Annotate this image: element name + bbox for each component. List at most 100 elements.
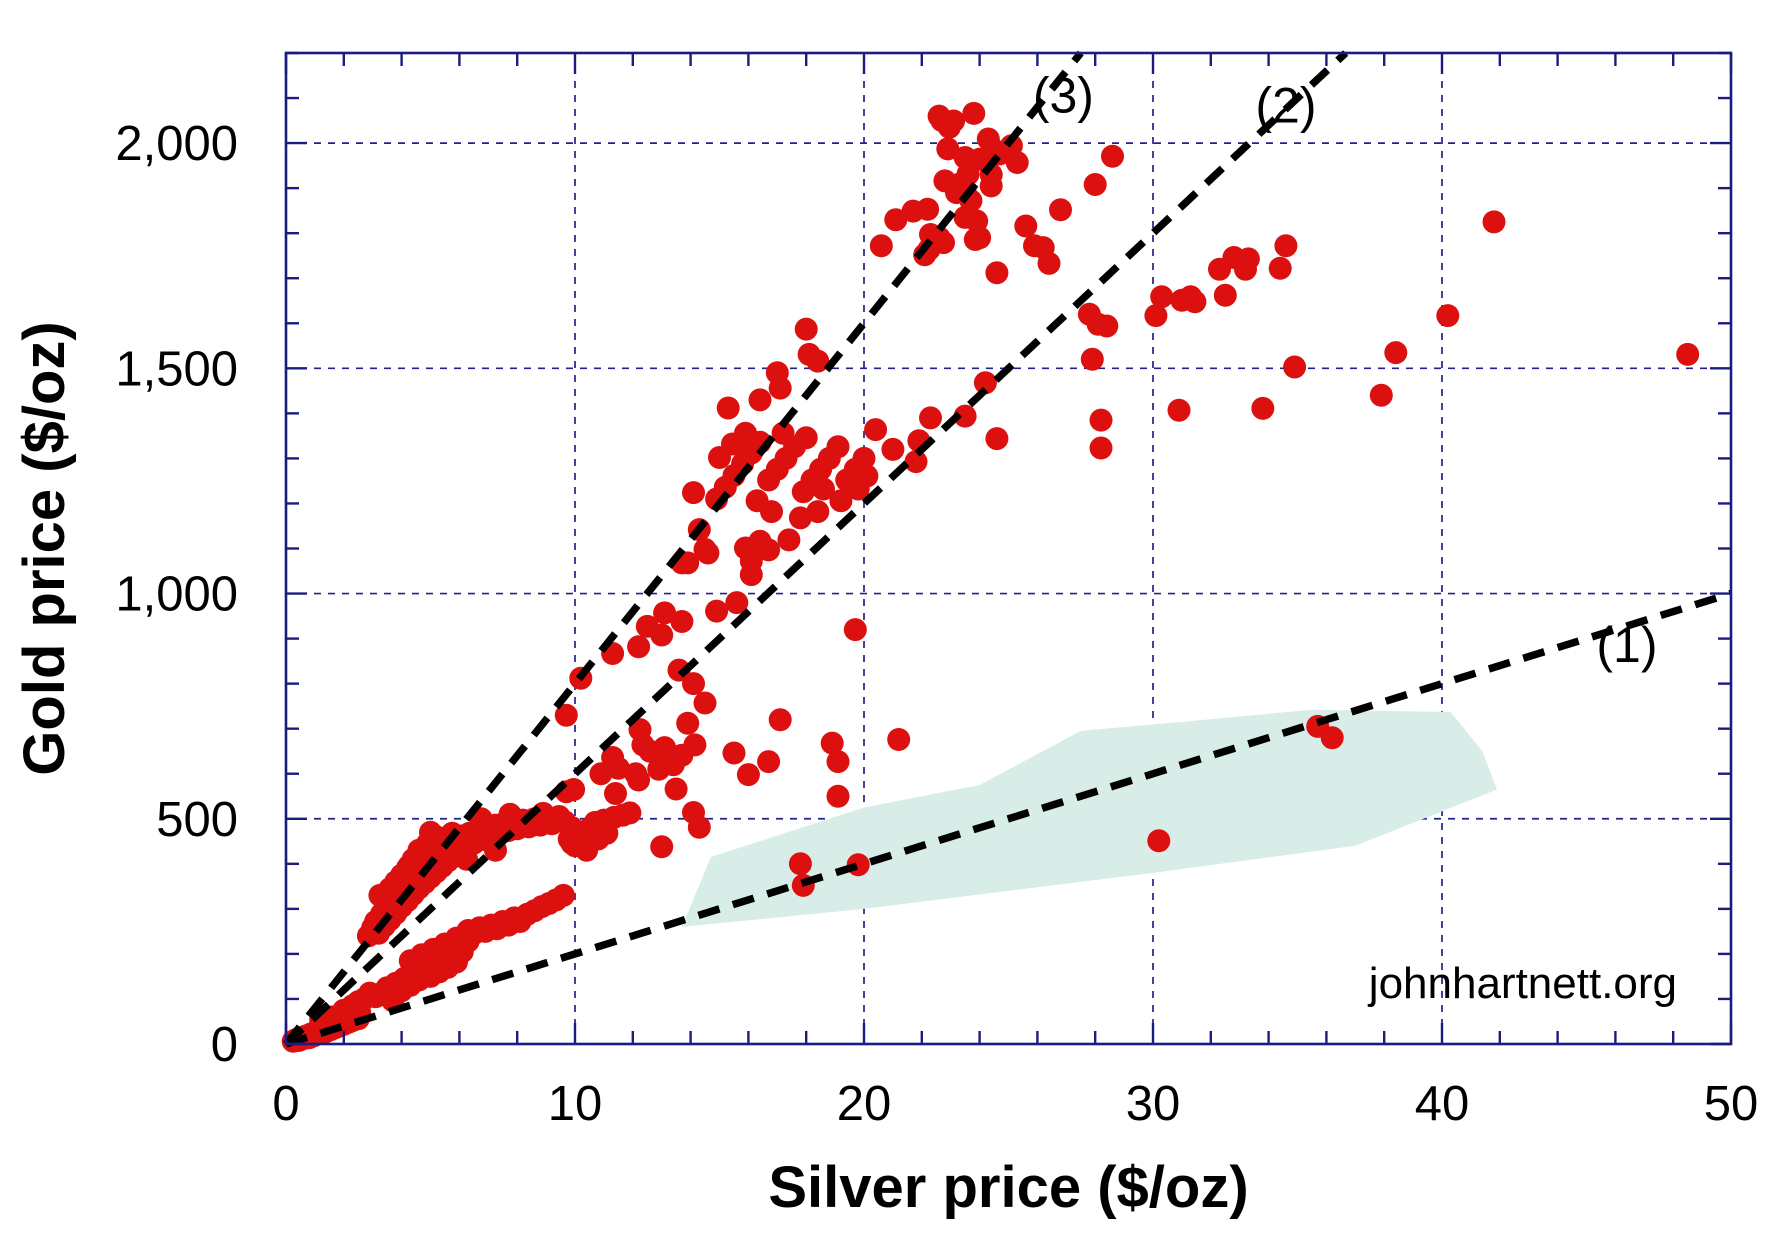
data-point <box>1436 304 1460 328</box>
data-point <box>736 763 760 787</box>
data-point <box>682 672 705 696</box>
data-point <box>372 883 396 907</box>
data-point <box>725 591 749 615</box>
data-point <box>748 388 772 412</box>
data-point <box>1150 285 1174 309</box>
y-tick-label: 500 <box>156 793 238 847</box>
data-point <box>1384 341 1408 365</box>
data-point <box>916 197 940 221</box>
data-point <box>881 437 905 461</box>
data-point <box>1676 342 1700 366</box>
data-point <box>734 421 757 445</box>
data-point <box>1080 347 1104 371</box>
y-tick-label: 1,500 <box>115 342 238 396</box>
x-tick-label: 10 <box>548 1077 603 1131</box>
data-point <box>676 711 700 735</box>
data-point <box>551 883 575 907</box>
data-point <box>806 349 830 373</box>
data-point <box>1369 383 1393 407</box>
data-point <box>1089 408 1113 432</box>
data-point <box>650 835 674 859</box>
ratio-line-label: (1) <box>1596 617 1657 673</box>
y-tick-label: 0 <box>211 1018 238 1072</box>
data-point <box>693 691 717 715</box>
x-tick-label: 50 <box>1704 1077 1759 1131</box>
data-point <box>829 489 853 513</box>
data-point <box>1482 210 1506 234</box>
data-point <box>820 731 844 755</box>
ratio-line-2 <box>283 50 1349 1047</box>
data-point <box>812 477 835 501</box>
x-tick-label: 20 <box>837 1077 892 1131</box>
data-point <box>904 450 928 474</box>
data-point <box>1274 234 1298 258</box>
shaded-region <box>681 709 1497 927</box>
data-point <box>554 703 578 727</box>
data-point <box>1089 436 1113 460</box>
x-tick-label: 40 <box>1415 1077 1470 1131</box>
y-tick-label: 2,000 <box>115 117 238 171</box>
data-point <box>794 426 818 450</box>
data-point <box>1083 173 1107 196</box>
data-point <box>664 777 688 801</box>
data-point <box>936 137 960 161</box>
data-point <box>826 784 850 808</box>
data-point <box>627 635 651 659</box>
data-point <box>788 852 812 876</box>
data-point <box>722 741 746 765</box>
data-point <box>1014 214 1038 238</box>
data-point <box>618 801 642 825</box>
data-point <box>716 396 740 420</box>
y-axis-title: Gold price ($/oz) <box>12 321 77 775</box>
data-point <box>656 741 679 765</box>
data-point <box>963 228 987 251</box>
data-point <box>757 538 781 562</box>
data-point <box>794 317 818 341</box>
data-point <box>855 464 879 488</box>
data-point <box>604 782 627 805</box>
data-point <box>826 750 850 774</box>
data-point <box>1213 283 1237 307</box>
data-point <box>869 234 893 258</box>
data-point <box>884 208 908 232</box>
data-point <box>760 500 783 524</box>
data-point <box>693 537 717 561</box>
data-point <box>1144 304 1168 328</box>
data-point <box>1049 198 1072 222</box>
data-point <box>953 404 977 428</box>
data-point <box>653 601 677 625</box>
data-point <box>1251 396 1275 420</box>
data-point <box>1095 314 1119 338</box>
data-point <box>1234 257 1257 281</box>
y-tick-label: 1,000 <box>115 568 238 622</box>
data-point <box>705 599 729 623</box>
data-point <box>979 174 1003 198</box>
data-point <box>682 481 705 505</box>
data-point <box>1101 144 1124 168</box>
data-point <box>562 778 586 801</box>
ratio-line-label: (2) <box>1255 77 1316 133</box>
data-point <box>826 435 850 459</box>
data-point <box>606 756 630 780</box>
data-point <box>670 610 694 633</box>
data-point <box>768 376 792 400</box>
data-point <box>757 750 781 774</box>
data-point <box>1320 726 1344 750</box>
watermark: johnhartnett.org <box>1367 959 1677 1008</box>
data-point <box>1183 290 1207 314</box>
data-point <box>1167 398 1191 422</box>
data-point <box>806 500 830 524</box>
data-point <box>1268 256 1292 280</box>
data-point <box>771 421 795 445</box>
data-point <box>572 833 596 857</box>
plot-border <box>284 51 1733 1046</box>
x-tick-label: 30 <box>1126 1077 1181 1131</box>
data-point <box>962 101 986 125</box>
data-point <box>589 762 613 786</box>
data-point <box>768 708 792 732</box>
x-tick-label: 0 <box>272 1077 299 1131</box>
data-point <box>788 506 812 530</box>
data-point <box>498 802 522 826</box>
